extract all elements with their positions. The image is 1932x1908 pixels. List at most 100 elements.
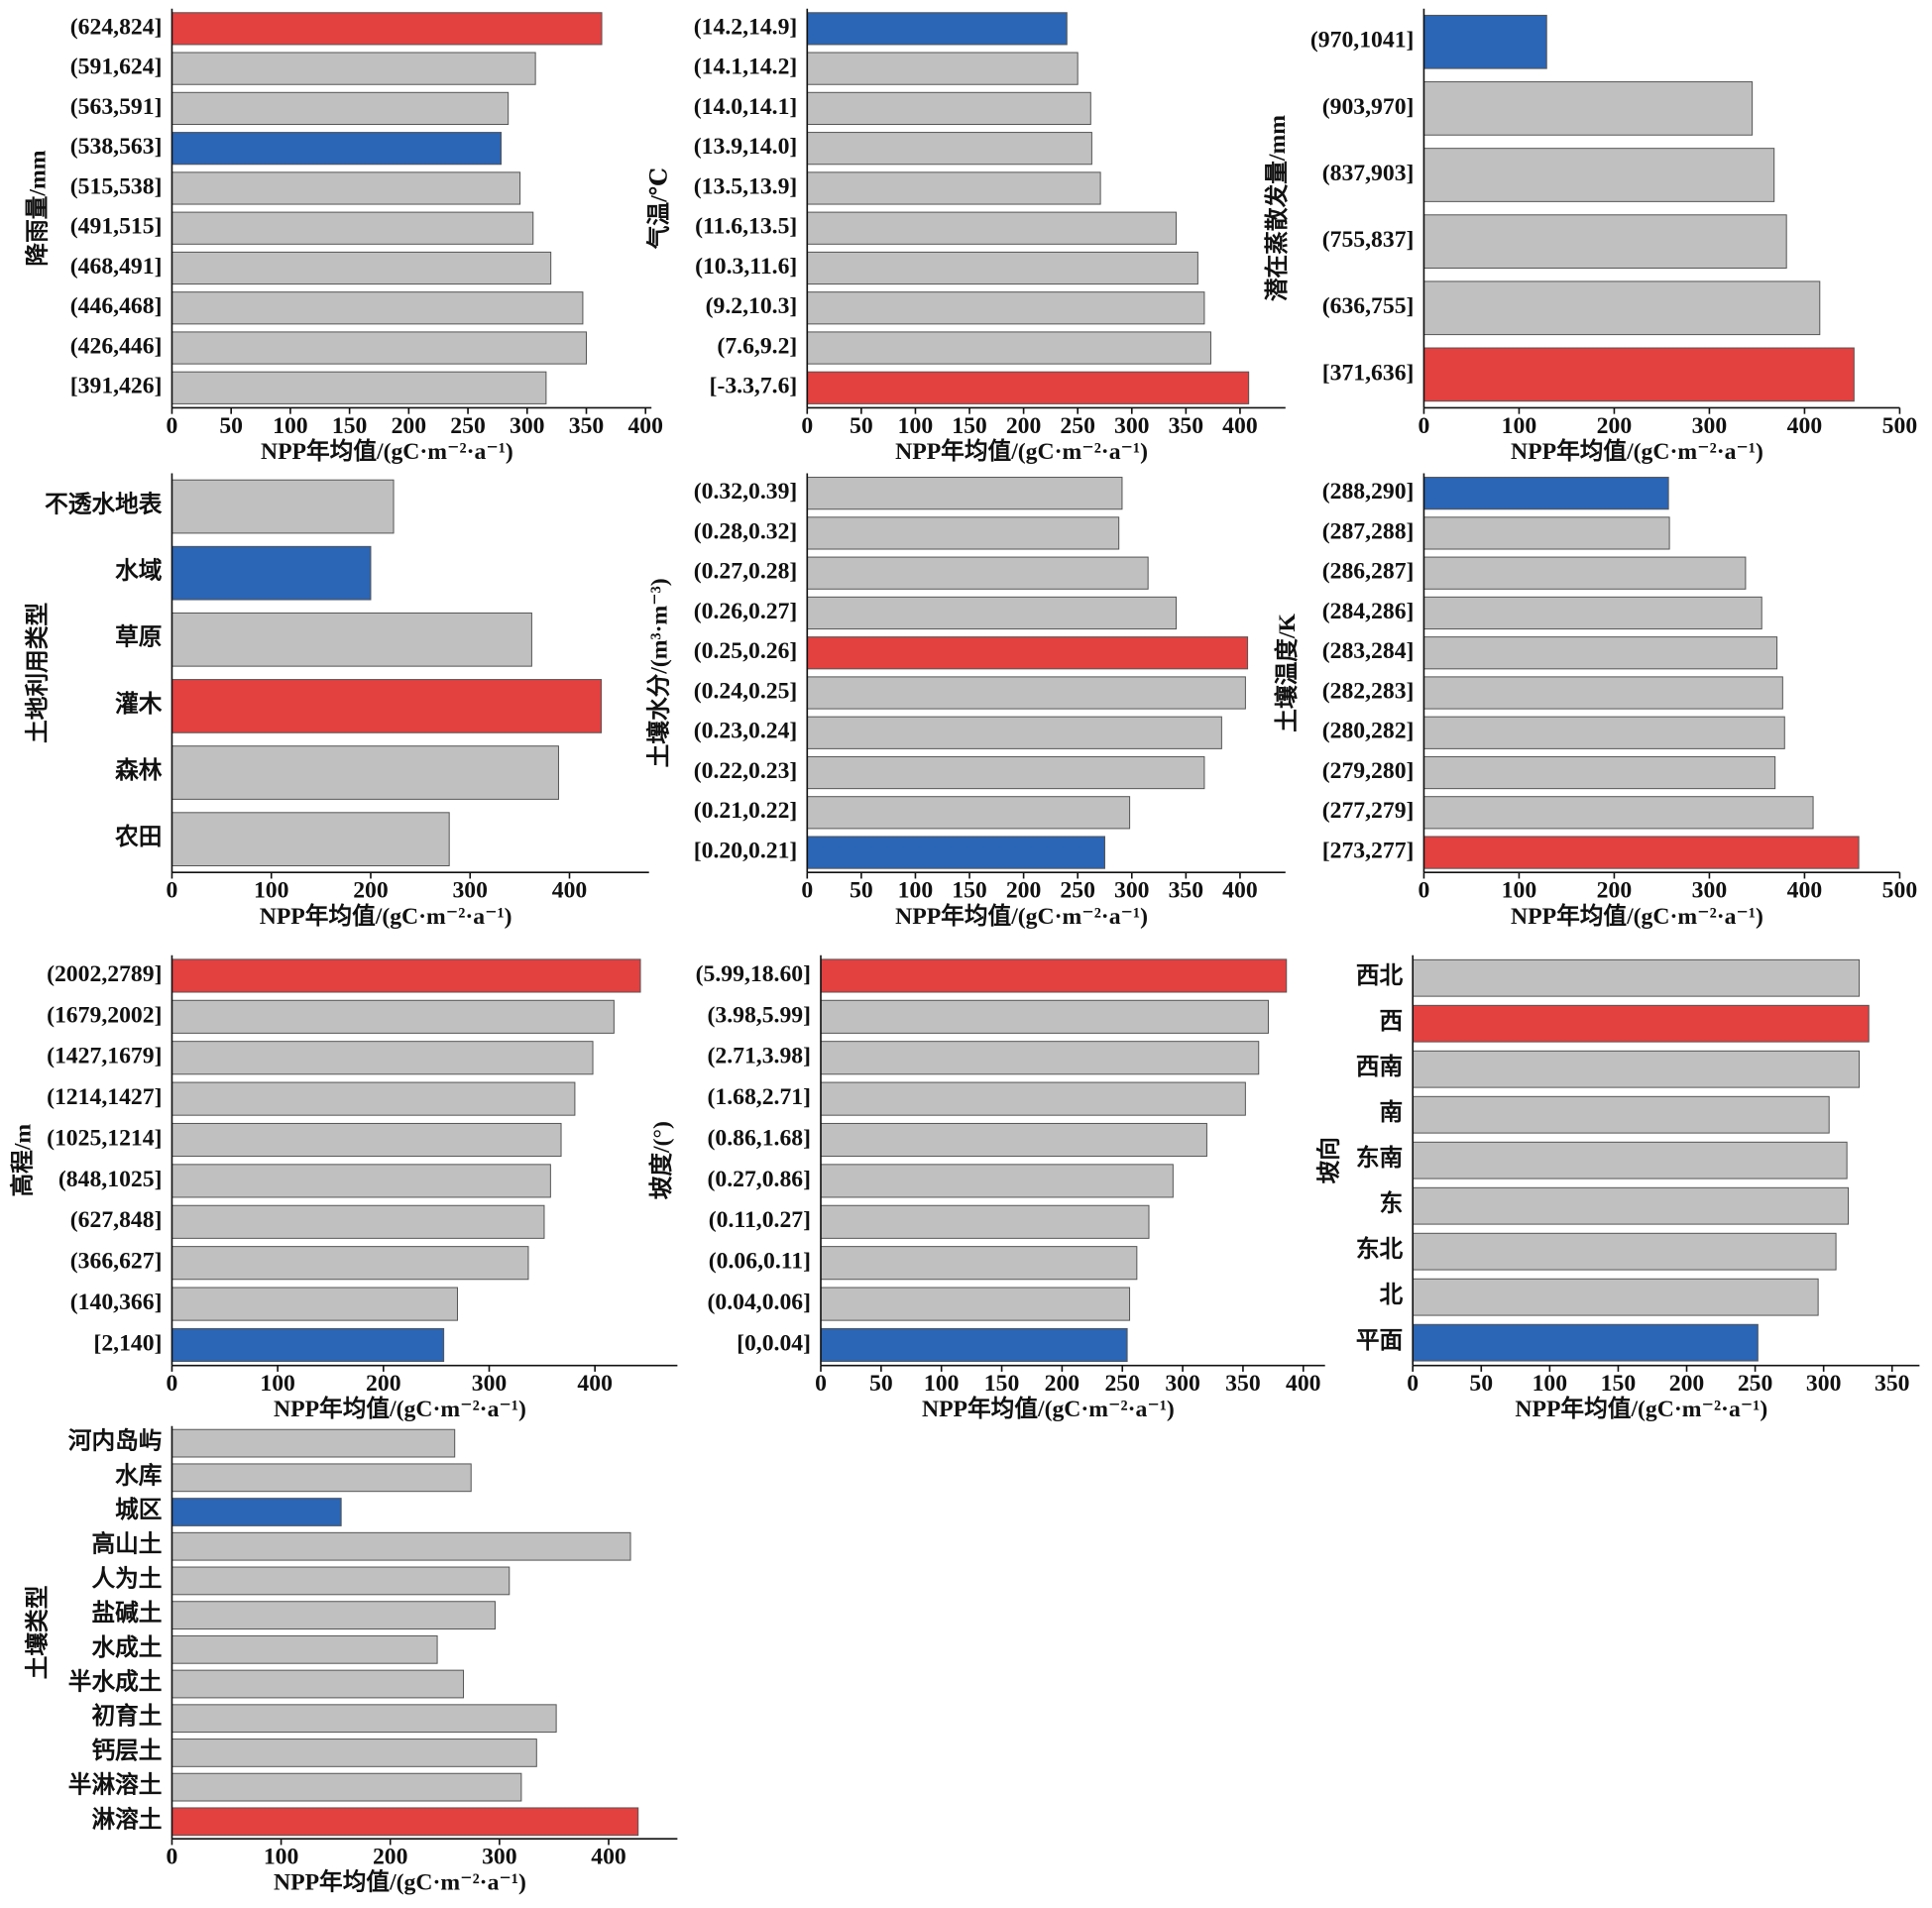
- bar: [170, 1807, 639, 1837]
- x-tick-label: 350: [1169, 413, 1204, 439]
- bar: [1412, 1050, 1861, 1088]
- y-tick-label: (627,848]: [70, 1207, 163, 1233]
- bar: [1422, 81, 1754, 136]
- bar: [170, 371, 547, 404]
- bar: [170, 211, 534, 245]
- bar: [170, 1246, 529, 1281]
- x-tick-label: 50: [219, 413, 243, 439]
- bar: [820, 1204, 1150, 1239]
- bar: [170, 251, 552, 285]
- bar: [170, 1498, 342, 1526]
- x-tick-label: 100: [1533, 1371, 1568, 1397]
- y-tick-label: (284,286]: [1322, 599, 1415, 624]
- bar: [1422, 755, 1776, 790]
- x-tick-label: 300: [1114, 413, 1150, 439]
- y-tick-label: 西北: [1356, 962, 1404, 989]
- bar: [170, 1531, 631, 1561]
- bar: [806, 331, 1211, 365]
- bar: [1422, 836, 1860, 869]
- y-axis-title: 土壤类型: [23, 1586, 51, 1680]
- bar: [820, 958, 1288, 993]
- y-tick-label: (279,280]: [1322, 758, 1415, 784]
- x-tick-label: 0: [167, 413, 178, 439]
- y-tick-label: [-3.3,7.6]: [710, 374, 798, 399]
- y-axis-title: 潜在蒸散发量/mm: [1263, 115, 1291, 301]
- bar: [170, 1704, 557, 1734]
- y-axis-title: 土地利用类型: [24, 603, 51, 743]
- x-tick-label: 50: [869, 1371, 893, 1397]
- bar: [170, 52, 536, 85]
- y-tick-label: 灌木: [115, 691, 163, 718]
- x-tick-label: 100: [1502, 878, 1537, 904]
- y-tick-label: (287,288]: [1322, 518, 1415, 544]
- bar: [170, 999, 615, 1034]
- bar: [170, 1463, 472, 1493]
- bar: [806, 211, 1178, 245]
- y-axis-title: 坡向: [1314, 1137, 1342, 1183]
- y-tick-label: 西: [1380, 1009, 1404, 1035]
- y-tick-label: (1025,1214]: [47, 1125, 162, 1151]
- x-tick-label: 400: [1787, 413, 1823, 439]
- bar: [170, 1164, 551, 1198]
- bar: [806, 716, 1222, 749]
- x-tick-label: 50: [1469, 1371, 1493, 1397]
- bar: [806, 251, 1198, 285]
- y-tick-label: (7.6,9.2]: [717, 333, 797, 359]
- bar: [820, 1164, 1174, 1198]
- x-tick-label: 200: [1597, 413, 1633, 439]
- bar: [820, 1081, 1246, 1116]
- bar: [170, 1204, 545, 1239]
- x-tick-label: 200: [1045, 1371, 1080, 1397]
- y-tick-label: (636,755]: [1322, 293, 1415, 319]
- x-tick-label: 400: [577, 1371, 613, 1397]
- y-axis-title: 土壤温度/K: [1273, 613, 1301, 731]
- x-tick-label: 300: [1114, 878, 1150, 904]
- bar: [806, 91, 1091, 126]
- x-axis-title: NPP年均值/(gC·m⁻²·a⁻¹): [895, 437, 1148, 465]
- y-tick-label: (426,446]: [70, 333, 163, 359]
- x-tick-label: 100: [260, 1371, 295, 1397]
- x-tick-label: 200: [1006, 878, 1042, 904]
- x-tick-label: 200: [1006, 413, 1042, 439]
- x-tick-label: 0: [1407, 1371, 1419, 1397]
- y-tick-label: (288,290]: [1322, 479, 1415, 505]
- y-tick-label: [2,140]: [93, 1330, 162, 1356]
- bar: [820, 1327, 1128, 1363]
- y-tick-label: (1.68,2.71]: [707, 1084, 811, 1110]
- bar: [806, 477, 1123, 510]
- y-tick-label: (13.9,14.0]: [694, 134, 798, 160]
- x-tick-label: 350: [1225, 1371, 1261, 1397]
- bar: [170, 1287, 458, 1321]
- bar: [820, 1246, 1138, 1281]
- x-tick-label: 0: [167, 1845, 178, 1870]
- y-tick-label: 森林: [115, 757, 163, 784]
- y-tick-label: (563,591]: [70, 94, 163, 120]
- x-axis-title: NPP年均值/(gC·m⁻²·a⁻¹): [895, 902, 1148, 930]
- x-tick-label: 100: [924, 1371, 960, 1397]
- y-tick-label: (0.22,0.23]: [694, 758, 798, 784]
- y-tick-label: [371,636]: [1322, 360, 1415, 386]
- bar: [1422, 556, 1747, 590]
- bar: [170, 331, 588, 365]
- bar: [170, 479, 395, 534]
- x-axis-title: NPP年均值/(gC·m⁻²·a⁻¹): [1511, 902, 1763, 930]
- x-tick-label: 200: [1669, 1371, 1705, 1397]
- bar: [806, 171, 1101, 205]
- y-tick-label: 盐碱土: [91, 1600, 162, 1627]
- bar: [1422, 716, 1785, 749]
- y-tick-label: (755,837]: [1322, 227, 1415, 253]
- x-tick-label: 350: [569, 413, 605, 439]
- y-tick-label: (2002,2789]: [47, 961, 162, 987]
- y-tick-label: (14.1,14.2]: [694, 55, 798, 80]
- x-tick-label: 300: [472, 1371, 508, 1397]
- x-tick-label: 200: [1597, 878, 1633, 904]
- y-tick-label: 东: [1380, 1189, 1404, 1217]
- y-tick-label: 草原: [115, 624, 162, 651]
- y-tick-label: 水成土: [91, 1634, 162, 1661]
- y-tick-label: 人为土: [91, 1565, 162, 1592]
- x-tick-label: 300: [1806, 1371, 1842, 1397]
- y-axis-title: 高程/m: [9, 1124, 37, 1197]
- bar: [820, 1041, 1260, 1075]
- y-tick-label: 西南: [1356, 1054, 1403, 1080]
- x-tick-label: 400: [591, 1845, 626, 1870]
